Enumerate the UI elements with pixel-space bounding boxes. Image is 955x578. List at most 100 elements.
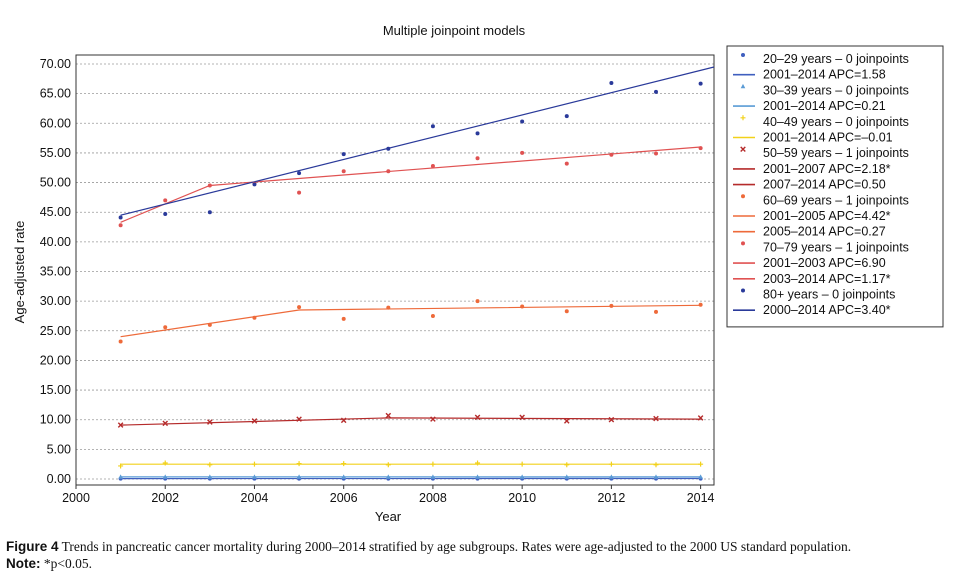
legend-marker: [740, 83, 746, 89]
legend-label: 2001–2003 APC=6.90: [763, 256, 886, 270]
x-tick-label: 2014: [687, 491, 715, 505]
y-tick-label: 40.00: [40, 235, 71, 249]
data-point: [386, 146, 391, 151]
data-point: [252, 182, 257, 187]
data-point: [653, 415, 659, 422]
legend-label: 30–39 years – 0 joinpoints: [763, 83, 909, 97]
data-point: [519, 414, 525, 421]
x-tick-label: 2000: [62, 491, 90, 505]
data-points: [117, 80, 704, 481]
figure-caption: Figure 4 Trends in pancreatic cancer mor…: [6, 538, 946, 572]
legend-label: 2005–2014 APC=0.27: [763, 225, 886, 239]
note-label: Note:: [6, 556, 41, 571]
legend-marker: [741, 241, 745, 246]
data-point: [564, 114, 569, 119]
fit-line: [120, 66, 715, 216]
data-point: [341, 169, 346, 174]
data-point: [430, 461, 436, 467]
data-point: [698, 461, 704, 467]
data-point: [697, 415, 704, 421]
plot-area: [75, 54, 715, 486]
data-point: [296, 416, 302, 422]
y-axis-label: Age-adjusted rate: [12, 221, 27, 324]
y-tick-label: 20.00: [40, 353, 71, 367]
legend: 20–29 years – 0 joinpoints 2001–2014 APC=…: [726, 45, 944, 328]
data-point: [475, 131, 480, 136]
data-point: [386, 474, 391, 479]
legend-marker: [741, 288, 745, 293]
legend-label: 70–79 years – 1 joinpoints: [763, 240, 909, 254]
data-point: [654, 89, 658, 94]
fit-line: [120, 304, 701, 338]
data-point: [564, 462, 570, 468]
fit-lines: [120, 66, 715, 480]
legend-label: 2001–2005 APC=4.42*: [763, 209, 891, 223]
grid: [76, 63, 714, 480]
data-point: [252, 315, 257, 320]
legend-label: 50–59 years – 1 joinpoints: [763, 146, 909, 160]
data-point: [207, 462, 213, 468]
y-tick-label: 0.00: [47, 472, 71, 486]
legend-label: 20–29 years – 0 joinpoints: [763, 52, 909, 66]
data-point: [609, 474, 614, 479]
legend-label: 2001–2014 APC=1.58: [763, 68, 886, 82]
data-point: [297, 171, 302, 176]
y-tick-label: 15.00: [40, 383, 71, 397]
data-point: [563, 418, 570, 424]
data-point: [430, 163, 435, 168]
data-point: [430, 474, 436, 479]
data-point: [564, 309, 569, 314]
x-tick-label: 2006: [330, 491, 358, 505]
data-point: [609, 80, 614, 85]
data-point: [475, 460, 481, 466]
data-point: [207, 474, 213, 479]
data-point: [117, 422, 124, 428]
data-point: [520, 304, 525, 309]
y-tick-label: 50.00: [40, 176, 71, 190]
data-point: [118, 215, 123, 220]
data-point: [251, 418, 258, 424]
data-point: [609, 303, 614, 308]
data-point: [297, 305, 302, 310]
legend-marker: [741, 53, 745, 57]
data-point: [118, 474, 123, 479]
chart: Multiple joinpoint models 0.00 5.00 10.00 1…: [12, 23, 944, 524]
data-point: [430, 416, 436, 422]
legend-label: 2003–2014 APC=1.17*: [763, 272, 891, 286]
data-point: [385, 462, 391, 468]
data-point: [207, 183, 212, 188]
data-point: [341, 152, 346, 157]
data-point: [162, 420, 169, 427]
x-tick-label: 2010: [508, 491, 536, 505]
legend-label: 80+ years – 0 joinpoints: [763, 288, 895, 302]
legend-label: 2007–2014 APC=0.50: [763, 178, 886, 192]
data-point: [207, 210, 212, 215]
data-point: [475, 156, 480, 161]
x-tick-label: 2012: [597, 491, 625, 505]
fit-line: [120, 146, 701, 223]
y-axis: 0.00 5.00 10.00 15.00 20.00 25.00 30.00 35.00 40…: [40, 57, 71, 486]
data-point: [386, 169, 391, 174]
data-point: [608, 461, 614, 467]
data-point: [118, 339, 123, 344]
data-point: [520, 119, 525, 124]
x-axis: 2000 2002 2004 2006 2008 2010 2012 2014: [62, 485, 715, 505]
x-axis-label: Year: [375, 509, 402, 524]
y-tick-label: 35.00: [40, 265, 71, 279]
legend-label: 2001–2007 APC=2.18*: [763, 162, 891, 176]
data-point: [386, 305, 391, 310]
legend-label: 60–69 years – 1 joinpoints: [763, 193, 909, 207]
data-point: [698, 146, 703, 151]
data-point: [520, 150, 525, 155]
data-point: [564, 474, 570, 479]
data-point: [698, 81, 703, 86]
data-point: [163, 325, 168, 330]
data-point: [341, 316, 346, 321]
legend-label: 2001–2014 APC=0.21: [763, 99, 886, 113]
legend-marker: [740, 146, 746, 152]
y-tick-label: 25.00: [40, 324, 71, 338]
data-point: [163, 198, 168, 203]
data-point: [341, 461, 347, 467]
data-point: [430, 313, 435, 318]
caption-text: Trends in pancreatic cancer mortality du…: [58, 539, 852, 554]
